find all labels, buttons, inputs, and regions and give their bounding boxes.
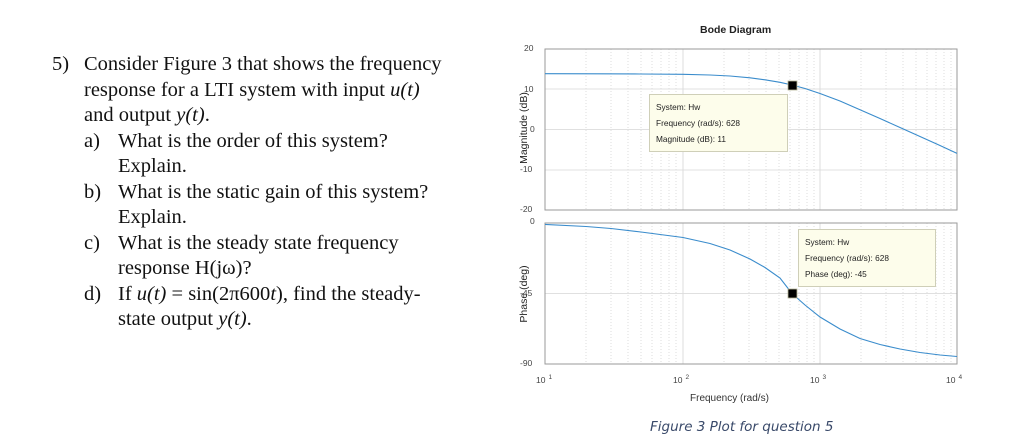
intro-text: . bbox=[204, 104, 210, 126]
datatip-frequency: Frequency (rad/s): 628 bbox=[805, 253, 889, 263]
text: state output bbox=[118, 308, 219, 330]
output-symbol: y(t) bbox=[176, 104, 205, 126]
magnitude-datatip: System: Hw Frequency (rad/s): 628 Magnit… bbox=[649, 94, 788, 152]
x-tick-10-1: 10 1 bbox=[536, 374, 552, 385]
part-a: a) What is the order of this system? Expl… bbox=[84, 129, 492, 180]
intro-text: response for a LTI system with input bbox=[84, 78, 391, 101]
output-symbol: y(t) bbox=[218, 308, 247, 330]
part-d: d) If u(t) = sin(2π600t), find the stead… bbox=[84, 282, 492, 333]
datatip-system: System: Hw bbox=[805, 237, 850, 247]
tick-base: 10 bbox=[810, 374, 820, 385]
question-number: 5) bbox=[52, 53, 70, 75]
input-symbol: u(t) bbox=[136, 282, 167, 305]
tick-exp: 3 bbox=[822, 374, 827, 381]
time-symbol: t bbox=[270, 282, 277, 305]
mag-tick-0: 0 bbox=[530, 124, 535, 134]
datatip-magnitude: Magnitude (dB): 11 bbox=[656, 134, 726, 144]
intro-line-2: response for a LTI system with input u(t… bbox=[84, 78, 492, 104]
part-letter: c) bbox=[84, 231, 100, 254]
tick-exp: 4 bbox=[958, 374, 963, 381]
magnitude-datatip-marker[interactable] bbox=[787, 80, 798, 91]
part-text: response H(jω)? bbox=[118, 257, 252, 279]
part-text: What is the steady state frequency bbox=[118, 231, 399, 254]
question-5: 5) Consider Figure 3 that shows the freq… bbox=[52, 52, 492, 333]
part-letter: b) bbox=[84, 180, 102, 203]
part-letter: a) bbox=[84, 129, 100, 152]
part-text: Explain. bbox=[118, 206, 187, 228]
x-axis-label: Frequency (rad/s) bbox=[690, 393, 769, 404]
phase-tick-0: 0 bbox=[530, 216, 535, 226]
mag-tick-10: 10 bbox=[524, 84, 534, 94]
datatip-frequency: Frequency (rad/s): 628 bbox=[656, 118, 740, 128]
intro-text: and output bbox=[84, 104, 177, 126]
input-symbol: u(t) bbox=[390, 78, 420, 101]
intro-line-1: Consider Figure 3 that shows the frequen… bbox=[84, 53, 442, 75]
phase-tick-neg45: -45 bbox=[520, 288, 533, 298]
part-c: c) What is the steady state frequency res… bbox=[84, 231, 492, 282]
part-text: Explain. bbox=[118, 155, 187, 177]
phase-tick-neg90: -90 bbox=[520, 358, 533, 368]
mag-tick-20: 20 bbox=[524, 43, 534, 53]
part-text: What is the order of this system? bbox=[118, 129, 388, 152]
x-tick-10-3: 10 3 bbox=[810, 374, 826, 385]
phase-curve bbox=[544, 223, 958, 358]
x-tick-10-2: 10 2 bbox=[673, 374, 689, 385]
part-b: b) What is the static gain of this syste… bbox=[84, 180, 492, 231]
mag-tick-neg10: -10 bbox=[520, 164, 533, 174]
part-text: state output y(t). bbox=[118, 307, 492, 333]
x-tick-10-4: 10 4 bbox=[946, 374, 962, 385]
datatip-phase: Phase (deg): -45 bbox=[805, 269, 867, 279]
part-text: If u(t) = sin(2π600t), find the steady- bbox=[118, 282, 492, 308]
phase-datatip-marker[interactable] bbox=[787, 288, 798, 299]
tick-exp: 1 bbox=[548, 374, 553, 381]
part-letter: d) bbox=[84, 282, 102, 305]
part-text: What is the static gain of this system? bbox=[118, 180, 429, 203]
phase-datatip: System: Hw Frequency (rad/s): 628 Phase … bbox=[798, 229, 936, 287]
tick-exp: 2 bbox=[685, 374, 690, 381]
figure-caption: Figure 3 Plot for question 5 bbox=[650, 419, 834, 435]
text: If bbox=[118, 282, 137, 305]
tick-base: 10 bbox=[673, 374, 683, 385]
tick-base: 10 bbox=[946, 374, 956, 385]
tick-base: 10 bbox=[536, 374, 546, 385]
plot-title: Bode Diagram bbox=[700, 24, 772, 36]
datatip-system: System: Hw bbox=[656, 102, 701, 112]
mag-tick-neg20: -20 bbox=[520, 204, 533, 214]
intro-line-3: and output y(t). bbox=[84, 103, 492, 129]
text: = sin(2π600 bbox=[166, 282, 271, 305]
text: ), find the steady- bbox=[276, 282, 421, 305]
text: . bbox=[246, 308, 252, 330]
